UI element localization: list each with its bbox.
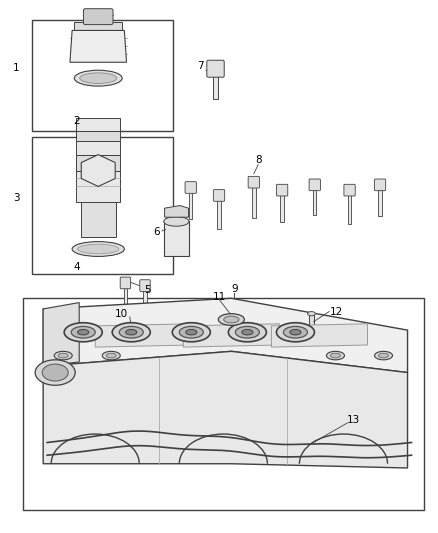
Text: 6: 6 (154, 227, 160, 237)
Ellipse shape (276, 322, 314, 342)
Bar (124, 288, 127, 309)
Ellipse shape (106, 353, 116, 358)
Ellipse shape (80, 73, 117, 84)
Ellipse shape (64, 322, 102, 342)
Text: 7: 7 (197, 61, 204, 71)
Bar (213, 76, 218, 100)
Ellipse shape (119, 326, 143, 338)
Text: 4: 4 (73, 262, 80, 271)
Ellipse shape (374, 351, 392, 360)
Bar (189, 192, 192, 219)
Bar (77, 117, 120, 131)
Polygon shape (272, 324, 367, 347)
Text: 11: 11 (212, 292, 226, 302)
Ellipse shape (72, 241, 124, 256)
Bar (348, 195, 351, 224)
Bar (32, 20, 173, 131)
Bar (77, 155, 120, 171)
Text: 8: 8 (255, 156, 261, 165)
Bar (164, 221, 189, 256)
Polygon shape (70, 30, 127, 62)
Ellipse shape (126, 329, 137, 335)
Text: 10: 10 (114, 309, 127, 319)
Ellipse shape (378, 353, 389, 358)
Polygon shape (184, 324, 279, 347)
FancyBboxPatch shape (185, 182, 196, 193)
Polygon shape (43, 351, 407, 468)
Ellipse shape (74, 70, 122, 86)
Bar (77, 131, 120, 141)
Bar (81, 203, 116, 237)
FancyBboxPatch shape (248, 176, 259, 188)
Polygon shape (43, 298, 407, 373)
Bar (144, 290, 147, 313)
Text: 1: 1 (13, 63, 20, 72)
Bar (252, 187, 255, 217)
Bar (309, 314, 314, 332)
Text: 5: 5 (144, 285, 151, 295)
FancyBboxPatch shape (374, 179, 386, 191)
FancyBboxPatch shape (207, 60, 224, 77)
Ellipse shape (283, 326, 307, 338)
Text: 2: 2 (73, 116, 80, 126)
Ellipse shape (71, 326, 95, 338)
Ellipse shape (42, 364, 68, 381)
FancyBboxPatch shape (120, 277, 131, 289)
FancyBboxPatch shape (140, 280, 150, 292)
Text: 13: 13 (347, 415, 360, 425)
Bar (77, 171, 120, 203)
Polygon shape (165, 206, 188, 217)
Ellipse shape (307, 312, 315, 316)
FancyBboxPatch shape (83, 9, 113, 25)
Text: 9: 9 (231, 284, 237, 294)
Ellipse shape (228, 322, 266, 342)
Ellipse shape (224, 316, 239, 323)
Text: 3: 3 (13, 192, 20, 203)
Bar (313, 190, 317, 215)
Bar (74, 22, 122, 31)
Polygon shape (81, 155, 115, 187)
FancyBboxPatch shape (276, 184, 288, 196)
Ellipse shape (112, 322, 150, 342)
Ellipse shape (54, 351, 72, 360)
Ellipse shape (102, 351, 120, 360)
Ellipse shape (242, 329, 253, 335)
FancyBboxPatch shape (344, 184, 355, 196)
FancyBboxPatch shape (213, 190, 225, 201)
Bar (217, 200, 221, 229)
Ellipse shape (235, 326, 259, 338)
Ellipse shape (179, 326, 203, 338)
Ellipse shape (290, 329, 301, 335)
FancyBboxPatch shape (309, 179, 321, 191)
Polygon shape (95, 324, 191, 347)
Bar (32, 136, 173, 274)
Ellipse shape (35, 360, 75, 385)
Ellipse shape (78, 329, 89, 335)
Ellipse shape (164, 216, 189, 226)
Ellipse shape (186, 329, 197, 335)
Polygon shape (43, 303, 79, 366)
Bar (280, 195, 284, 222)
Ellipse shape (172, 322, 210, 342)
Text: 12: 12 (330, 306, 343, 317)
Ellipse shape (330, 353, 340, 358)
Ellipse shape (78, 244, 119, 254)
Bar (378, 190, 382, 216)
Ellipse shape (326, 351, 344, 360)
Bar (77, 141, 120, 155)
Bar (23, 298, 424, 511)
Ellipse shape (58, 353, 68, 358)
Ellipse shape (219, 314, 244, 325)
